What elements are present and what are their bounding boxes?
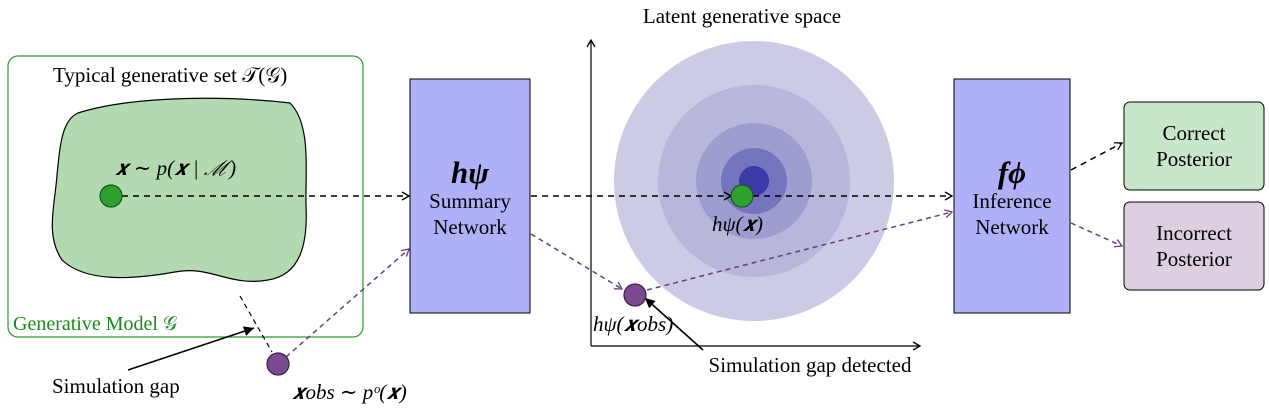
- flow-obs-latent-to-inference: [646, 209, 954, 291]
- generative-model-box: [7, 55, 364, 338]
- sample-label: 𝒙 ∼ p(𝒙 | ℳ): [115, 156, 236, 180]
- observed-dot: [266, 352, 290, 376]
- generative-model-label: Generative Model 𝒢: [13, 313, 177, 335]
- gap-dashed-line: [239, 295, 273, 353]
- gap-detected-label: Simulation gap detected: [709, 353, 912, 377]
- correct-posterior-line1: Correct: [1163, 121, 1226, 145]
- obs-embedding-label: hψ(𝒙obs): [593, 312, 673, 336]
- sample-dot: [99, 184, 123, 208]
- flow-summary-to-obs-latent: [530, 233, 624, 290]
- flow-obs-to-summary: [285, 248, 410, 358]
- inference-network-line2: Network: [975, 215, 1049, 239]
- obs-embedding-dot: [623, 283, 647, 307]
- incorrect-posterior-line2: Posterior: [1156, 247, 1232, 271]
- simulation-gap-label: Simulation gap: [52, 374, 180, 398]
- summary-network-line2: Network: [433, 215, 507, 239]
- flow-inference-to-incorrect: [1070, 222, 1124, 248]
- flow-inference-to-correct: [1070, 142, 1124, 171]
- embedding-label: hψ(𝒙): [712, 212, 763, 236]
- inference-network-box: [953, 78, 1071, 314]
- simulation-gap-arrow: [127, 326, 255, 371]
- gap-detected-arrow: [644, 297, 704, 351]
- latent-space-title: Latent generative space: [643, 4, 841, 28]
- summary-network-line1: Summary: [429, 189, 511, 213]
- correct-posterior-line2: Posterior: [1156, 147, 1232, 171]
- inference-network-symbol: fϕ: [998, 155, 1026, 190]
- typical-set-blob: [51, 97, 307, 282]
- summary-network-symbol: hψ: [451, 155, 489, 190]
- incorrect-posterior-box: [1123, 201, 1265, 291]
- incorrect-posterior-line1: Incorrect: [1156, 221, 1232, 245]
- correct-posterior-box: [1123, 101, 1265, 191]
- inference-network-line1: Inference: [972, 189, 1051, 213]
- observed-label: 𝒙obs ∼ pᵒ(𝒙): [292, 380, 407, 404]
- embedding-dot: [730, 184, 754, 208]
- summary-network-box: [409, 78, 531, 314]
- typical-set-label: Typical generative set 𝒯(𝒢): [53, 63, 287, 87]
